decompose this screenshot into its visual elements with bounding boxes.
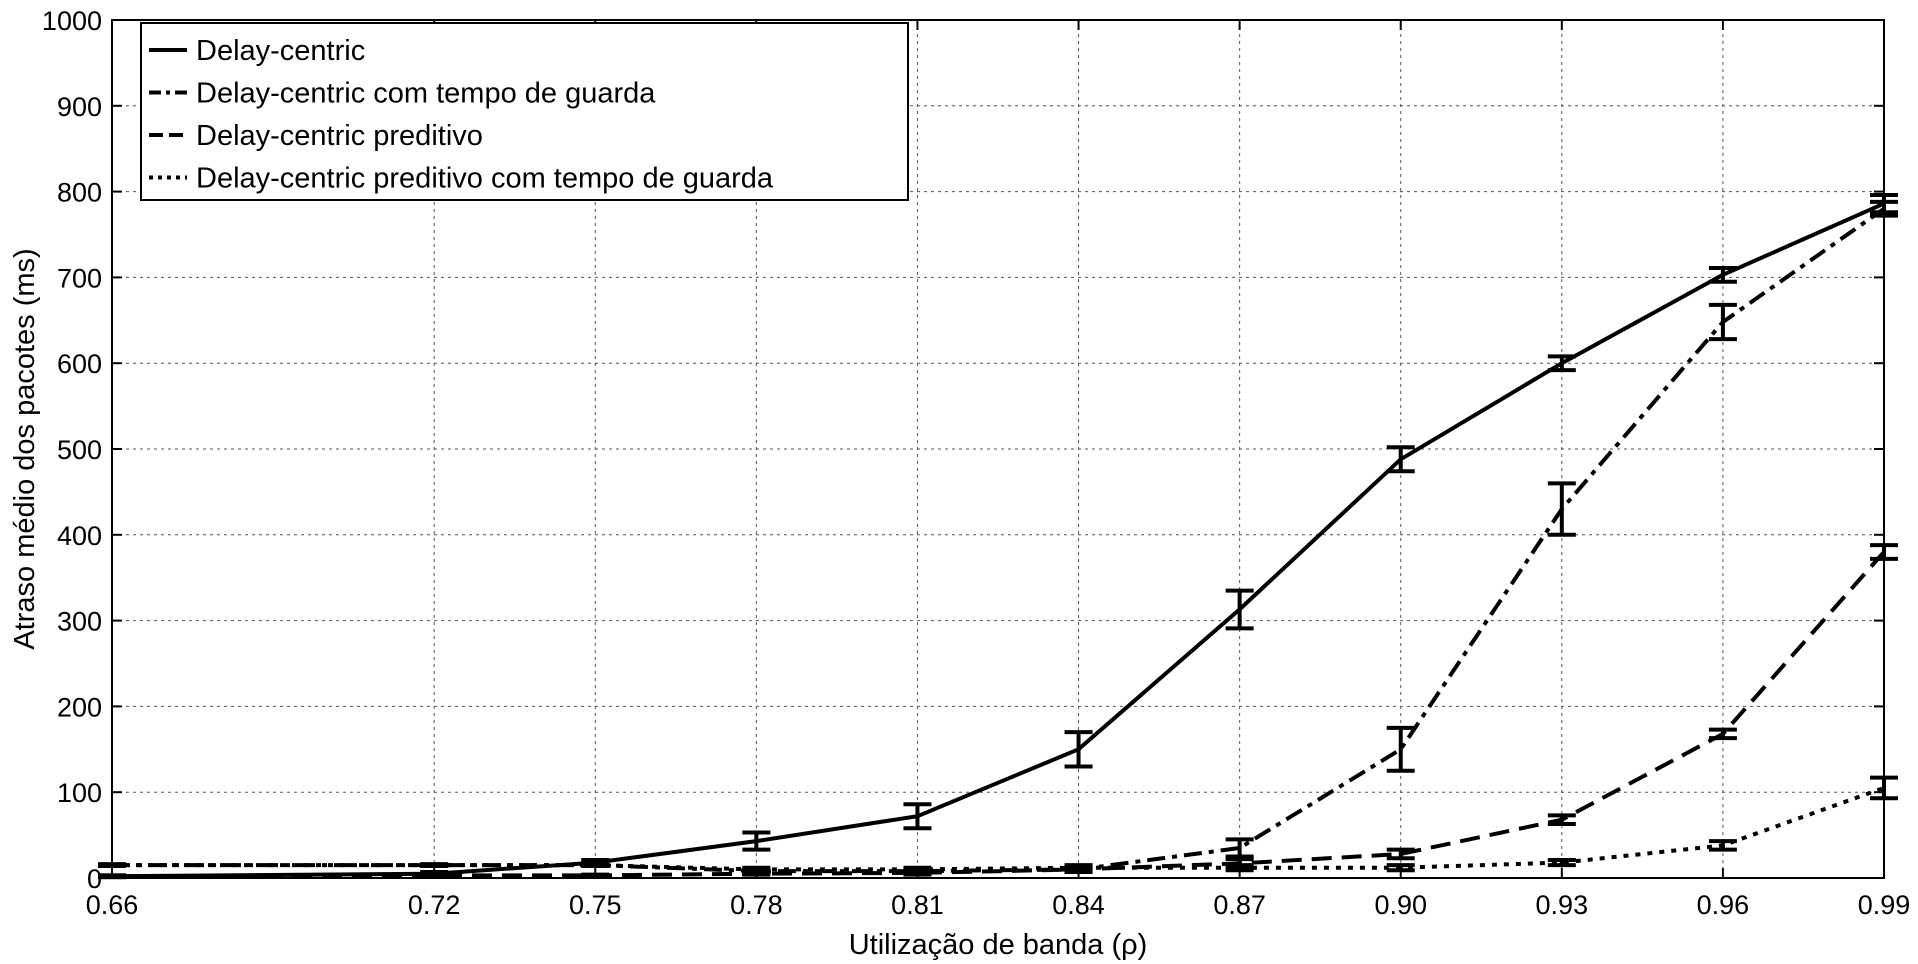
x-tick-label: 0.66 [86, 890, 139, 920]
y-tick-label: 200 [57, 692, 102, 722]
x-axis-ticks: 0.66 0.72 0.75 0.78 0.81 0.84 0.87 0.90 0.93 0.96… [86, 20, 1911, 920]
y-tick-label: 600 [57, 349, 102, 379]
error-bar [1708, 839, 1737, 852]
error-bar [581, 862, 610, 868]
y-tick-label: 500 [57, 435, 102, 465]
error-bar [1547, 481, 1576, 537]
series-line [112, 786, 1885, 872]
error-bar [1225, 837, 1254, 859]
x-tick-label: 0.99 [1858, 890, 1911, 920]
x-tick-label: 0.96 [1697, 890, 1750, 920]
legend-item: Delay-centric [149, 35, 365, 67]
error-bar [903, 802, 932, 831]
legend-label: Delay-centric preditivo com tempo de gua… [196, 163, 774, 195]
legend-box [140, 22, 909, 201]
error-bar [420, 862, 449, 868]
x-tick-label: 0.90 [1374, 890, 1427, 920]
error-bar [1386, 847, 1415, 861]
legend-label: Delay-centric [196, 35, 365, 67]
y-tick-label: 900 [57, 92, 102, 122]
y-axis-title: Atraso médio dos pacotes (ms) [9, 248, 41, 649]
error-bar [1547, 857, 1576, 868]
legend-item: Delay-centric preditivo [149, 120, 483, 152]
legend-item: Delay-centric com tempo de guarda [149, 78, 656, 110]
legend-label: Delay-centric preditivo [196, 120, 483, 152]
error-bar [1386, 725, 1415, 773]
y-axis-ticks: 0 100 200 300 400 500 600 700 800 900 1000 [42, 6, 1884, 894]
legend-label: Delay-centric com tempo de guarda [196, 78, 656, 110]
y-tick-label: 800 [57, 178, 102, 208]
error-bar [1386, 445, 1415, 474]
y-tick-label: 400 [57, 521, 102, 551]
x-tick-label: 0.81 [891, 890, 944, 920]
error-bar [1708, 727, 1737, 741]
x-axis-title: Utilização de banda (ρ) [849, 929, 1148, 961]
x-tick-label: 0.87 [1213, 890, 1266, 920]
error-bar [1708, 265, 1737, 284]
error-bar [742, 830, 771, 852]
error-bar [1547, 813, 1576, 826]
y-tick-label: 100 [57, 778, 102, 808]
error-bar [1708, 302, 1737, 342]
x-tick-label: 0.78 [730, 890, 783, 920]
y-tick-label: 700 [57, 263, 102, 293]
x-tick-label: 0.84 [1052, 890, 1105, 920]
x-tick-label: 0.75 [569, 890, 622, 920]
x-tick-label: 0.72 [408, 890, 461, 920]
y-tick-label: 300 [57, 607, 102, 637]
y-tick-label: 0 [87, 864, 102, 894]
legend: Delay-centric Delay-centric com tempo de … [140, 22, 909, 201]
error-bar [1547, 354, 1576, 373]
legend-item: Delay-centric preditivo com tempo de gua… [149, 163, 774, 195]
x-tick-label: 0.93 [1536, 890, 1589, 920]
y-tick-label: 1000 [42, 6, 102, 36]
error-bar [1064, 730, 1093, 769]
error-bar [1225, 588, 1254, 631]
